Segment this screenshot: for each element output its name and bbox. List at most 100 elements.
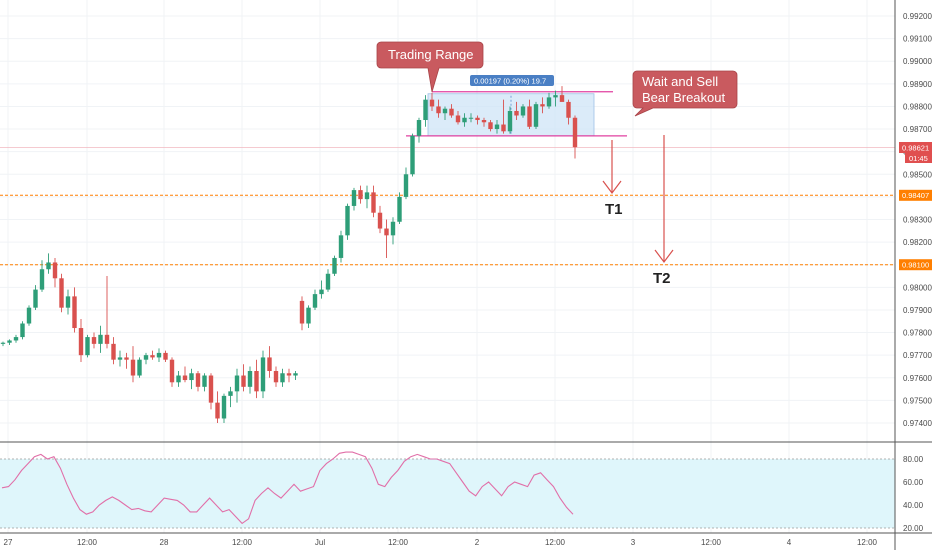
candle[interactable] <box>377 205 383 234</box>
candle[interactable] <box>195 370 201 392</box>
candle[interactable] <box>267 346 272 378</box>
trading-range-callout[interactable]: Trading Range <box>376 41 484 93</box>
candle[interactable] <box>429 92 435 111</box>
candle[interactable] <box>397 192 402 225</box>
candle[interactable] <box>488 120 493 132</box>
candle[interactable] <box>78 318 84 362</box>
candle[interactable] <box>59 273 64 313</box>
candle[interactable] <box>312 289 318 310</box>
candle[interactable] <box>468 113 474 123</box>
candle[interactable] <box>202 373 207 392</box>
candle[interactable] <box>507 106 513 134</box>
candle[interactable] <box>234 368 240 403</box>
candle-body <box>351 190 357 206</box>
candle[interactable] <box>163 350 168 362</box>
candle[interactable] <box>572 115 578 159</box>
candle[interactable] <box>98 325 103 353</box>
candle[interactable] <box>39 260 45 292</box>
candle[interactable] <box>501 99 506 134</box>
candle[interactable] <box>338 230 344 263</box>
candle[interactable] <box>26 305 32 326</box>
candle[interactable] <box>117 350 123 367</box>
candle[interactable] <box>169 357 175 387</box>
candle[interactable] <box>33 285 38 310</box>
candle[interactable] <box>514 101 519 121</box>
candle[interactable] <box>494 120 500 134</box>
candles <box>0 86 578 423</box>
candle-body <box>481 120 487 123</box>
candle[interactable] <box>416 117 422 143</box>
candle[interactable] <box>208 373 214 410</box>
candle[interactable] <box>481 117 487 127</box>
candle[interactable] <box>137 357 142 378</box>
candle[interactable] <box>462 113 467 127</box>
candle[interactable] <box>130 346 136 383</box>
candle[interactable] <box>91 332 97 349</box>
candle[interactable] <box>0 341 6 347</box>
candle[interactable] <box>13 334 19 343</box>
candle[interactable] <box>46 253 51 274</box>
candle[interactable] <box>104 276 110 349</box>
candle[interactable] <box>189 368 194 390</box>
time-axis[interactable]: 27 12:00 28 12:00 Jul 12:00 2 12:00 3 12:00 4 12:00 <box>4 538 878 547</box>
candle[interactable] <box>319 280 324 299</box>
candle[interactable] <box>364 185 370 209</box>
candle[interactable] <box>286 368 292 383</box>
candle[interactable] <box>332 255 337 277</box>
candle[interactable] <box>7 339 12 345</box>
candle[interactable] <box>390 217 396 245</box>
candle[interactable] <box>566 99 571 125</box>
candle[interactable] <box>299 296 305 331</box>
sell-breakout-callout[interactable]: Wait and Sell Bear Breakout <box>632 70 738 117</box>
candle[interactable] <box>293 370 298 381</box>
candle[interactable] <box>124 352 129 369</box>
candle[interactable] <box>559 86 565 102</box>
candle[interactable] <box>358 185 363 204</box>
candle[interactable] <box>260 350 266 399</box>
candle[interactable] <box>241 364 246 392</box>
candle[interactable] <box>20 321 25 340</box>
candle[interactable] <box>182 366 188 383</box>
candle[interactable] <box>553 90 558 107</box>
price-tick: 0.98900 <box>903 80 932 89</box>
candle[interactable] <box>449 104 454 118</box>
candle[interactable] <box>423 95 428 127</box>
candle[interactable] <box>156 348 162 362</box>
candle[interactable] <box>325 269 331 292</box>
candle[interactable] <box>371 185 376 218</box>
candle[interactable] <box>455 110 461 125</box>
candle[interactable] <box>410 133 415 177</box>
candle[interactable] <box>143 352 149 365</box>
candle[interactable] <box>254 359 259 399</box>
candle[interactable] <box>215 391 220 423</box>
price-axis[interactable]: 0.99200 0.99100 0.99000 0.98900 0.98800 0.987… <box>903 12 932 428</box>
candle[interactable] <box>52 257 58 288</box>
rsi-pane[interactable]: 80.00 60.00 40.00 20.00 <box>0 441 932 533</box>
candle[interactable] <box>520 104 526 118</box>
candle[interactable] <box>351 187 357 211</box>
candle[interactable] <box>546 92 552 109</box>
candle-body <box>436 106 441 114</box>
candle[interactable] <box>150 350 155 360</box>
candle[interactable] <box>442 106 448 121</box>
candle[interactable] <box>176 370 181 387</box>
candle[interactable] <box>85 334 90 358</box>
candle[interactable] <box>306 305 311 329</box>
candle[interactable] <box>65 289 71 315</box>
candle[interactable] <box>111 337 116 365</box>
candle[interactable] <box>221 393 227 423</box>
candle[interactable] <box>540 97 545 114</box>
candle[interactable] <box>72 287 77 333</box>
candle[interactable] <box>345 203 350 240</box>
candle[interactable] <box>527 99 532 130</box>
candle[interactable] <box>533 101 539 130</box>
candle[interactable] <box>228 386 233 408</box>
candle[interactable] <box>403 167 409 200</box>
candle[interactable] <box>247 366 253 394</box>
candle[interactable] <box>273 366 279 387</box>
candle[interactable] <box>475 115 480 125</box>
candle[interactable] <box>280 368 285 387</box>
candle[interactable] <box>384 219 389 258</box>
candle[interactable] <box>436 99 441 118</box>
